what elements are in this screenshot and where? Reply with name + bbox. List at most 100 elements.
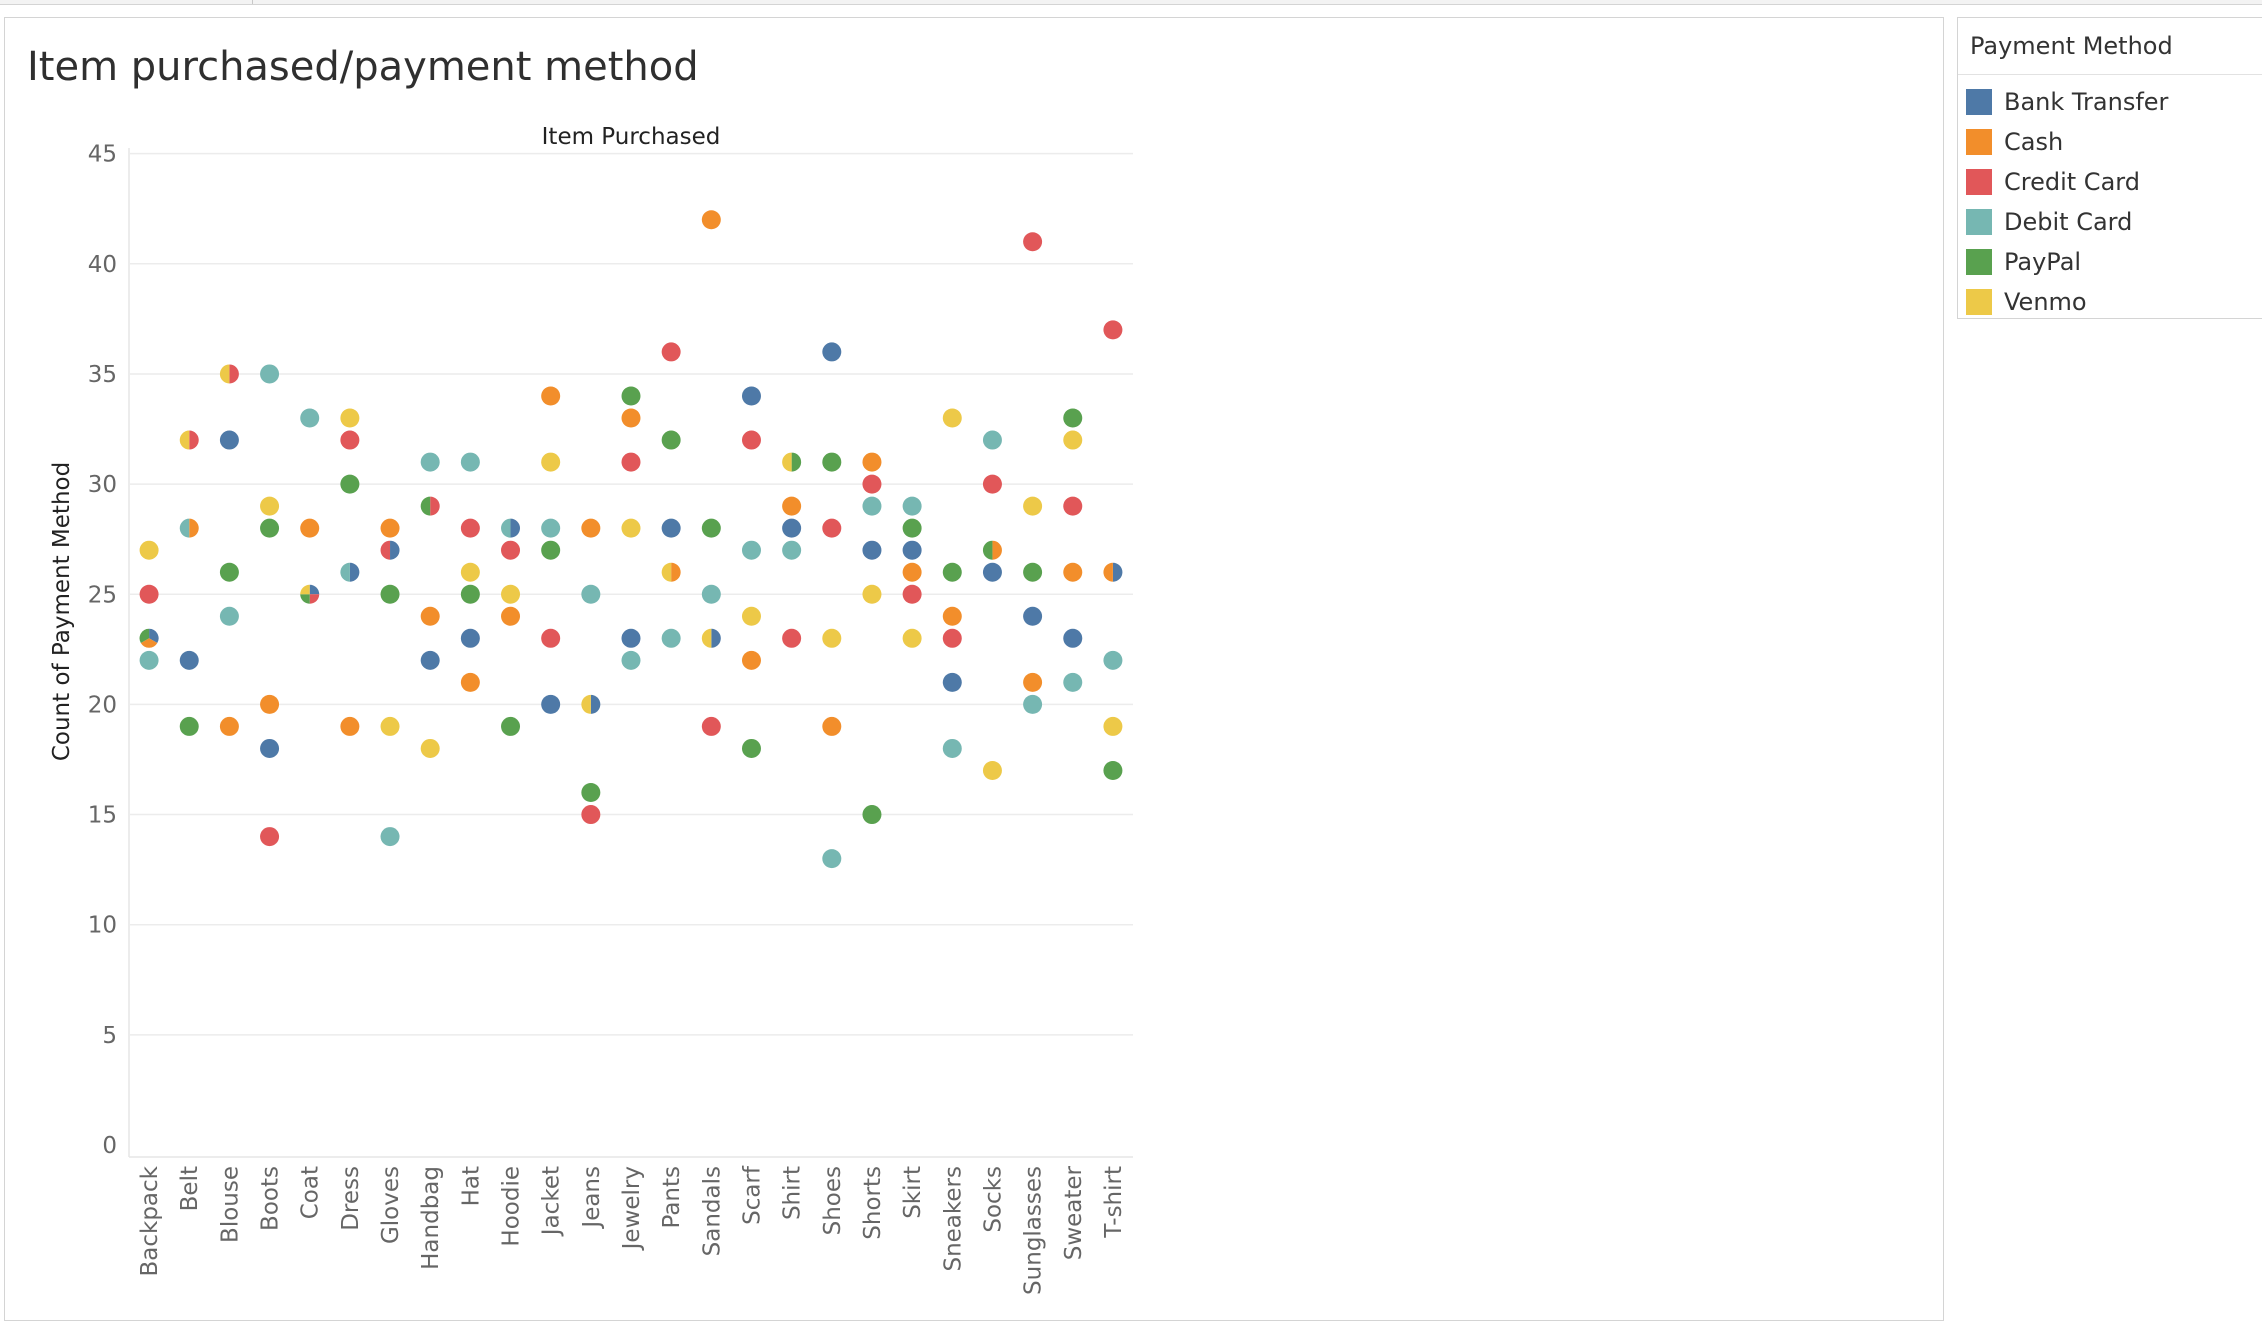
data-point[interactable] [942, 562, 962, 582]
data-point[interactable] [581, 584, 601, 604]
data-point[interactable] [300, 408, 320, 428]
data-point-segment[interactable] [992, 540, 1002, 560]
data-point[interactable] [501, 540, 521, 560]
data-point[interactable] [139, 650, 159, 670]
data-point[interactable] [782, 540, 802, 560]
chart-plot[interactable]: 0 5 10 15 20 25 30 35 40 45 Item Purchased Count of… [5, 18, 1943, 1320]
data-point-segment[interactable] [661, 562, 672, 582]
data-point-segment[interactable] [430, 496, 440, 516]
data-point[interactable] [741, 386, 761, 406]
data-point[interactable] [741, 650, 761, 670]
data-point[interactable] [1023, 672, 1043, 692]
data-point[interactable] [139, 584, 159, 604]
data-point-segment[interactable] [711, 628, 721, 648]
data-point[interactable] [701, 716, 721, 736]
data-point-segment[interactable] [791, 452, 802, 472]
data-point-segment[interactable] [581, 694, 591, 714]
data-point-segment[interactable] [309, 594, 320, 604]
data-point[interactable] [822, 849, 842, 869]
data-point[interactable] [621, 628, 641, 648]
data-point[interactable] [661, 430, 681, 450]
data-point[interactable] [1063, 408, 1083, 428]
data-point[interactable] [862, 584, 882, 604]
data-point[interactable] [741, 540, 761, 560]
data-point[interactable] [541, 518, 561, 538]
data-point[interactable] [260, 518, 280, 538]
legend-item-venmo[interactable]: Venmo [1966, 284, 2087, 320]
data-point[interactable] [541, 386, 561, 406]
data-point-segment[interactable] [380, 540, 391, 560]
data-point[interactable] [501, 584, 521, 604]
data-point[interactable] [621, 650, 641, 670]
data-point[interactable] [581, 805, 601, 825]
data-point[interactable] [139, 540, 159, 560]
data-point[interactable] [219, 606, 239, 626]
data-point[interactable] [862, 540, 882, 560]
data-point-segment[interactable] [782, 452, 792, 472]
data-point[interactable] [782, 496, 802, 516]
data-point[interactable] [942, 606, 962, 626]
data-point[interactable] [621, 408, 641, 428]
data-point[interactable] [460, 518, 480, 538]
data-point-segment[interactable] [501, 518, 511, 538]
data-point[interactable] [420, 650, 440, 670]
data-point-segment[interactable] [179, 430, 190, 450]
data-point[interactable] [1103, 716, 1123, 736]
data-point[interactable] [862, 452, 882, 472]
data-point[interactable] [420, 452, 440, 472]
data-point[interactable] [1063, 628, 1083, 648]
data-point[interactable] [219, 562, 239, 582]
data-point[interactable] [902, 496, 922, 516]
data-point[interactable] [902, 518, 922, 538]
data-point[interactable] [942, 628, 962, 648]
data-point[interactable] [621, 518, 641, 538]
data-point[interactable] [380, 827, 400, 847]
data-point[interactable] [1023, 694, 1043, 714]
legend-item-bank-transfer[interactable]: Bank Transfer [1966, 84, 2168, 120]
data-point[interactable] [380, 716, 400, 736]
legend-item-cash[interactable]: Cash [1966, 124, 2063, 160]
legend-item-paypal[interactable]: PayPal [1966, 244, 2081, 280]
data-point[interactable] [701, 584, 721, 604]
data-point-segment[interactable] [139, 628, 150, 644]
data-point[interactable] [1023, 606, 1043, 626]
data-point-segment[interactable] [590, 694, 601, 714]
data-point[interactable] [661, 518, 681, 538]
data-point[interactable] [1023, 232, 1043, 252]
data-point-segment[interactable] [701, 628, 712, 648]
data-point-segment[interactable] [1112, 562, 1123, 582]
data-point-segment[interactable] [189, 430, 199, 450]
data-point[interactable] [1023, 496, 1043, 516]
data-point[interactable] [621, 452, 641, 472]
legend-item-debit-card[interactable]: Debit Card [1966, 204, 2132, 240]
data-point-segment[interactable] [300, 594, 310, 604]
data-point[interactable] [501, 716, 521, 736]
data-point[interactable] [1063, 672, 1083, 692]
data-point[interactable] [982, 474, 1002, 494]
data-point[interactable] [581, 518, 601, 538]
data-point-segment[interactable] [179, 518, 190, 538]
data-point[interactable] [581, 783, 601, 803]
data-point[interactable] [822, 452, 842, 472]
data-point[interactable] [541, 694, 561, 714]
data-point[interactable] [260, 496, 280, 516]
data-point[interactable] [340, 474, 360, 494]
data-point[interactable] [179, 650, 199, 670]
data-point[interactable] [1023, 562, 1043, 582]
data-point[interactable] [260, 694, 280, 714]
data-point[interactable] [1103, 320, 1123, 340]
data-point[interactable] [621, 386, 641, 406]
data-point[interactable] [942, 672, 962, 692]
data-point[interactable] [982, 430, 1002, 450]
data-point[interactable] [460, 584, 480, 604]
data-point[interactable] [902, 540, 922, 560]
data-point-segment[interactable] [189, 518, 199, 538]
data-point[interactable] [741, 738, 761, 758]
data-point[interactable] [179, 716, 199, 736]
data-point[interactable] [822, 342, 842, 362]
data-point[interactable] [982, 760, 1002, 780]
data-point[interactable] [982, 562, 1002, 582]
data-point-segment[interactable] [229, 364, 239, 384]
data-point[interactable] [1063, 430, 1083, 450]
data-point[interactable] [862, 805, 882, 825]
